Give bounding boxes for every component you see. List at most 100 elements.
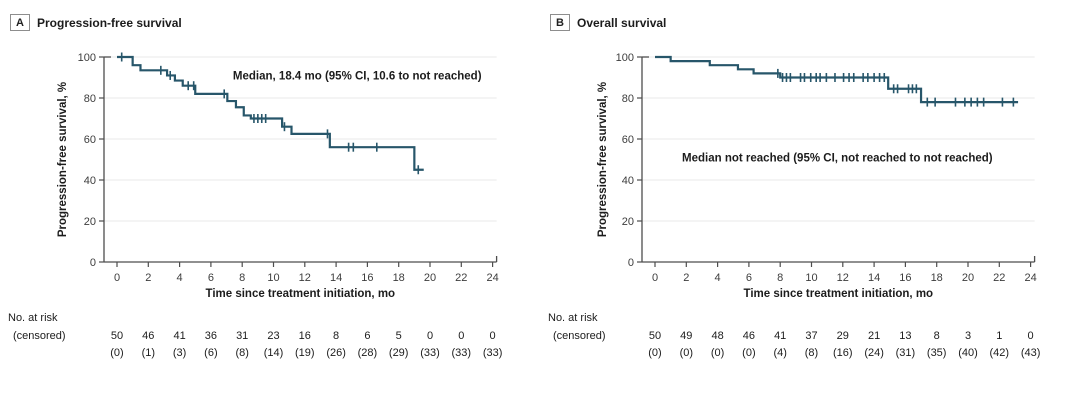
x-tick-label: 22 xyxy=(455,272,467,284)
at-risk-count: 8 xyxy=(333,330,339,342)
censored-count: (6) xyxy=(204,347,217,359)
censored-count: (0) xyxy=(648,347,661,359)
gridlines xyxy=(642,56,1035,222)
at-risk-count: 23 xyxy=(267,330,279,342)
panel-a-title: Progression-free survival xyxy=(37,15,182,30)
censored-count: (43) xyxy=(1021,347,1041,359)
at-risk-table: No. at risk(censored) 50(0)46(1)41(3)36(6… xyxy=(8,312,502,359)
at-risk-count: 46 xyxy=(743,330,755,342)
survival-curve xyxy=(117,55,424,171)
censored-count: (40) xyxy=(958,347,978,359)
survival-curve xyxy=(655,55,1019,104)
y-tick-label: 100 xyxy=(616,52,634,64)
censored-count: (8) xyxy=(805,347,818,359)
at-risk-count: 3 xyxy=(965,330,971,342)
gridlines xyxy=(104,56,497,222)
censored-count: (33) xyxy=(420,347,440,359)
at-risk-count: 0 xyxy=(490,330,496,342)
y-tick-label: 20 xyxy=(84,216,96,228)
y-axis: 0 20 40 60 80 100 xyxy=(616,52,649,269)
panel-progression-free-survival: A Progression-free survival 0 20 40 60 80 100… xyxy=(8,14,502,359)
censored-count: (19) xyxy=(295,347,315,359)
at-risk-count: 8 xyxy=(934,330,940,342)
x-tick-label: 0 xyxy=(114,272,120,284)
y-axis-title: Progression-free survival, % xyxy=(597,82,609,237)
x-tick-label: 6 xyxy=(208,272,214,284)
panel-a-header: A Progression-free survival xyxy=(10,14,182,31)
x-axis: 0 2 4 6 8 10 12 14 16 18 20 22 24 xyxy=(104,256,499,284)
y-axis: 0 20 40 60 80 100 xyxy=(78,52,111,269)
x-tick-label: 12 xyxy=(299,272,311,284)
y-tick-label: 60 xyxy=(622,134,634,146)
x-tick-label: 16 xyxy=(899,272,911,284)
censored-count: (35) xyxy=(927,347,947,359)
x-axis-title: Time since treatment initiation, mo xyxy=(206,288,396,300)
y-tick-label: 20 xyxy=(622,216,634,228)
x-tick-label: 24 xyxy=(1024,272,1036,284)
censored-count: (1) xyxy=(142,347,155,359)
censored-count: (0) xyxy=(680,347,693,359)
at-risk-count: 41 xyxy=(173,330,185,342)
panel-a-letter-badge: A xyxy=(10,14,30,31)
censored-count: (29) xyxy=(389,347,409,359)
y-tick-label: 40 xyxy=(622,175,634,187)
at-risk-count: 50 xyxy=(111,330,123,342)
x-tick-label: 14 xyxy=(868,272,880,284)
at-risk-count: 13 xyxy=(899,330,911,342)
x-tick-label: 2 xyxy=(145,272,151,284)
censored-count: (33) xyxy=(483,347,503,359)
at-risk-count: 29 xyxy=(837,330,849,342)
x-tick-label: 8 xyxy=(239,272,245,284)
median-annotation: Median not reached (95% CI, not reached … xyxy=(682,153,993,165)
censored-count: (0) xyxy=(711,347,724,359)
censored-count: (24) xyxy=(864,347,884,359)
censored-count: (14) xyxy=(264,347,284,359)
x-tick-label: 20 xyxy=(962,272,974,284)
at-risk-count: 50 xyxy=(649,330,661,342)
at-risk-count: 6 xyxy=(364,330,370,342)
x-tick-label: 16 xyxy=(361,272,373,284)
y-tick-label: 100 xyxy=(78,52,96,64)
censored-count: (28) xyxy=(358,347,378,359)
x-tick-label: 18 xyxy=(931,272,943,284)
at-risk-table: No. at risk (censored) 50 (0) 49 (0) 48 (0) 46 (0… xyxy=(548,312,1040,359)
at-risk-count: 0 xyxy=(458,330,464,342)
x-tick-label: 4 xyxy=(715,272,721,284)
x-tick-label: 2 xyxy=(683,272,689,284)
at-risk-count: 0 xyxy=(1028,330,1034,342)
censored-count: (4) xyxy=(773,347,786,359)
censored-count: (3) xyxy=(173,347,186,359)
y-axis-title: Progression-free survival, % xyxy=(57,82,69,237)
x-tick-label: 0 xyxy=(652,272,658,284)
censored-count: (16) xyxy=(833,347,853,359)
at-risk-count: 21 xyxy=(868,330,880,342)
x-tick-label: 18 xyxy=(393,272,405,284)
y-tick-label: 40 xyxy=(84,175,96,187)
x-axis: 0 2 4 6 8 10 12 14 16 18 20 22 24 xyxy=(642,256,1037,284)
panel-overall-survival: B Overall survival 0 20 40 60 80 100 0 2 4 6 8 10 12… xyxy=(540,0,1080,400)
at-risk-label: No. at risk xyxy=(548,312,598,324)
censored-label: (censored) xyxy=(553,330,606,342)
at-risk-count: 16 xyxy=(299,330,311,342)
censored-count: (8) xyxy=(235,347,248,359)
at-risk-count: 36 xyxy=(205,330,217,342)
censored-count: (42) xyxy=(990,347,1010,359)
censored-count: (26) xyxy=(326,347,346,359)
x-tick-label: 22 xyxy=(993,272,1005,284)
censor-ticks xyxy=(120,52,420,175)
x-tick-label: 10 xyxy=(267,272,279,284)
at-risk-count: 37 xyxy=(805,330,817,342)
x-tick-label: 14 xyxy=(330,272,342,284)
x-tick-label: 8 xyxy=(777,272,783,284)
x-tick-label: 4 xyxy=(177,272,183,284)
at-risk-count: 31 xyxy=(236,330,248,342)
censored-count: (0) xyxy=(110,347,123,359)
x-tick-label: 6 xyxy=(746,272,752,284)
at-risk-count: 1 xyxy=(996,330,1002,342)
censored-label: (censored) xyxy=(13,330,66,342)
x-tick-label: 24 xyxy=(486,272,498,284)
y-tick-label: 80 xyxy=(622,93,634,105)
